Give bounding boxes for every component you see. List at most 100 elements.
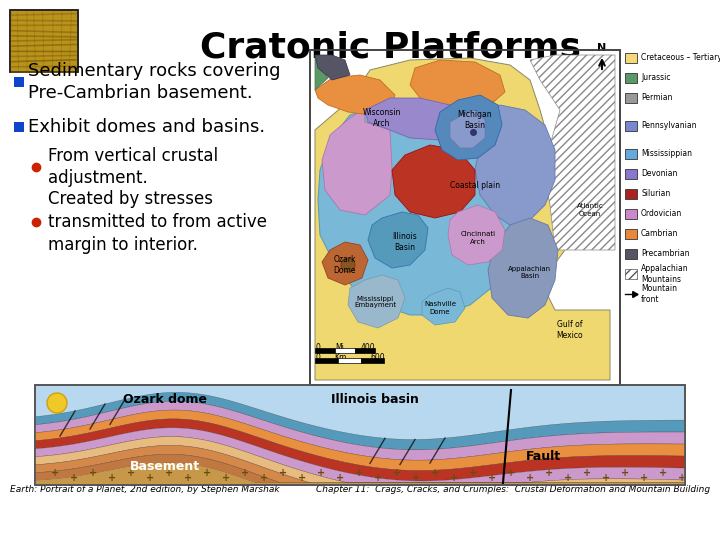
Bar (310, 50, 620, 385)
Text: +: + (450, 473, 458, 483)
Circle shape (341, 258, 355, 272)
Text: Mountain
front: Mountain front (641, 284, 677, 303)
Text: +: + (317, 468, 325, 478)
Bar (625, 269, 637, 279)
Polygon shape (35, 463, 685, 484)
Text: +: + (488, 473, 496, 483)
Polygon shape (35, 401, 685, 460)
Bar (625, 169, 637, 179)
Bar (625, 53, 637, 63)
Text: Devonian: Devonian (641, 170, 678, 179)
Text: Atlantic
Ocean: Atlantic Ocean (577, 204, 603, 217)
Text: +: + (222, 473, 230, 483)
Polygon shape (475, 105, 555, 225)
Text: 400: 400 (361, 342, 375, 352)
Text: Sedimentary rocks covering
Pre-Cambrian basement.: Sedimentary rocks covering Pre-Cambrian … (28, 62, 281, 103)
Bar (10, 10, 78, 72)
Text: +: + (640, 473, 648, 483)
Text: N: N (598, 43, 607, 53)
Bar (355, 348, 375, 353)
Text: Ozark dome: Ozark dome (123, 393, 207, 406)
Text: +: + (70, 473, 78, 483)
Text: Pennsylvanian: Pennsylvanian (641, 122, 696, 131)
Polygon shape (450, 110, 485, 148)
Text: Cambrian: Cambrian (641, 230, 678, 239)
Text: 0: 0 (315, 342, 320, 352)
Polygon shape (322, 108, 392, 215)
Polygon shape (435, 95, 502, 160)
Polygon shape (315, 75, 395, 115)
Polygon shape (348, 275, 405, 328)
Polygon shape (368, 212, 428, 268)
Text: +: + (374, 473, 382, 483)
Text: +: + (108, 473, 116, 483)
Text: +: + (336, 473, 344, 483)
Polygon shape (322, 242, 368, 285)
Text: Exhibit domes and basins.: Exhibit domes and basins. (28, 118, 265, 136)
Text: +: + (279, 468, 287, 478)
Text: Fault: Fault (526, 450, 561, 463)
Text: +: + (469, 468, 477, 478)
Bar (625, 249, 637, 259)
Text: Illinois basin: Illinois basin (331, 393, 419, 406)
Text: Precambrian: Precambrian (641, 249, 690, 259)
Text: +: + (355, 468, 363, 478)
Text: Appalachian
Basin: Appalachian Basin (508, 266, 552, 279)
Circle shape (47, 393, 67, 413)
Text: Chapter 11:  Crags, Cracks, and Crumples:  Crustal Deformation and Mountain Buil: Chapter 11: Crags, Cracks, and Crumples:… (316, 485, 710, 494)
Bar (310, 50, 620, 385)
Polygon shape (35, 410, 685, 470)
Bar (14, 77, 24, 87)
Bar (361, 358, 384, 363)
Bar (10, 10, 78, 72)
Text: +: + (621, 468, 629, 478)
Text: Mississippian: Mississippian (641, 150, 692, 159)
Polygon shape (35, 419, 685, 481)
Text: Cincinnati
Arch: Cincinnati Arch (460, 232, 495, 245)
Polygon shape (315, 58, 610, 380)
Text: +: + (659, 468, 667, 478)
Polygon shape (35, 454, 685, 483)
Bar (625, 229, 637, 239)
Text: +: + (412, 473, 420, 483)
Text: +: + (260, 473, 268, 483)
Text: Permian: Permian (641, 93, 672, 103)
Text: Cratonic Platforms: Cratonic Platforms (199, 30, 580, 64)
Text: +: + (393, 468, 401, 478)
Text: +: + (203, 468, 211, 478)
Polygon shape (422, 288, 465, 325)
Text: +: + (545, 468, 553, 478)
Bar (315, 348, 335, 353)
Text: +: + (241, 468, 249, 478)
Polygon shape (392, 145, 475, 218)
Text: Silurian: Silurian (641, 190, 670, 199)
Polygon shape (315, 55, 328, 90)
Text: Mississippi
Embayment: Mississippi Embayment (354, 295, 396, 308)
Text: +: + (564, 473, 572, 483)
Bar (35, 385, 685, 485)
Text: Mi: Mi (336, 342, 344, 352)
Text: +: + (583, 468, 591, 478)
Text: Ozark
Dome: Ozark Dome (334, 255, 356, 275)
Bar (625, 121, 637, 131)
Bar (625, 149, 637, 159)
Text: +: + (127, 468, 135, 478)
Text: Nashville
Dome: Nashville Dome (424, 301, 456, 314)
Polygon shape (35, 437, 685, 483)
Text: 600: 600 (370, 353, 385, 361)
Bar (625, 209, 637, 219)
Text: Michigan
Basin: Michigan Basin (458, 110, 492, 130)
Polygon shape (365, 98, 475, 140)
Text: Ordovician: Ordovician (641, 210, 683, 219)
Polygon shape (488, 218, 558, 318)
Text: +: + (165, 468, 173, 478)
Polygon shape (448, 205, 505, 265)
Bar (338, 358, 361, 363)
Polygon shape (35, 428, 685, 483)
Text: Appalachian
Mountains: Appalachian Mountains (641, 264, 688, 284)
Bar (315, 358, 338, 363)
Text: +: + (51, 468, 59, 478)
Bar (14, 122, 24, 132)
Text: +: + (89, 468, 97, 478)
Bar (625, 93, 637, 103)
